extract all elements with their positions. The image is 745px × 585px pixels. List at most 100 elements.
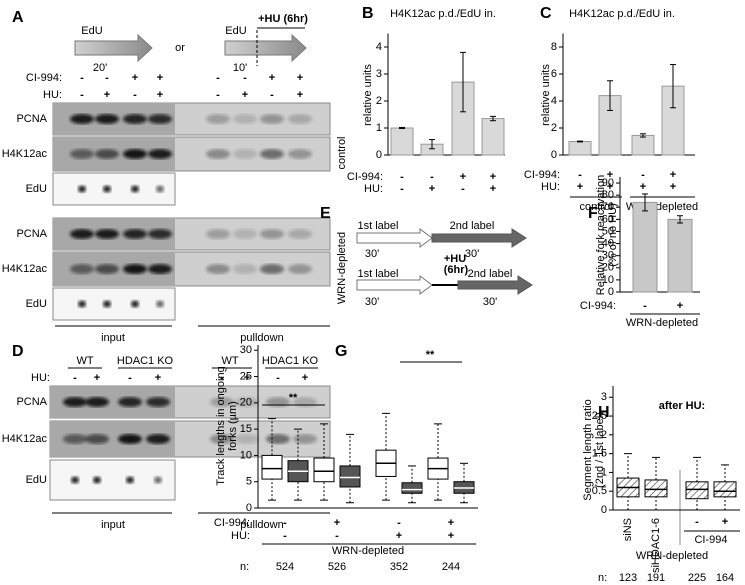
blot-band: [118, 434, 142, 444]
condition-sign: -: [397, 517, 401, 529]
y-tick-label: 20: [602, 262, 614, 274]
label-arrow-1: [356, 228, 433, 248]
group-label: CI-994: [694, 534, 727, 546]
scheme-time: 20': [93, 62, 107, 74]
y-tick-label: 2: [551, 122, 557, 134]
band-label: H4K12ac: [2, 433, 48, 445]
scheme-label: EdU: [225, 25, 246, 37]
n-value: 524: [276, 561, 294, 573]
group-label: input: [101, 332, 125, 344]
condition-sign: +: [577, 181, 583, 193]
y-tick-label: 0: [246, 502, 252, 514]
band-label: PCNA: [16, 396, 47, 408]
band-label: EdU: [26, 474, 47, 486]
band-label: EdU: [26, 298, 47, 310]
blot-band: [95, 114, 119, 124]
condition-sign: -: [283, 517, 287, 529]
condition-sign: -: [216, 72, 220, 84]
scheme-arrow: [74, 33, 153, 63]
condition-label: CI-994:: [214, 517, 250, 529]
edu-dot: [156, 300, 164, 308]
label-time: 30': [365, 296, 379, 308]
label-time: 30': [465, 248, 479, 260]
blot-band: [123, 229, 147, 239]
condition-sign: +: [104, 89, 110, 101]
blot-row: [52, 287, 176, 321]
condition-sign: -: [276, 372, 280, 384]
condition-label: CI-994:: [580, 300, 616, 312]
blot-band: [233, 229, 257, 239]
y-tick-label: 30: [240, 344, 252, 356]
n-label: n:: [240, 561, 249, 573]
n-value: 244: [442, 561, 460, 573]
condition-sign: +: [722, 516, 728, 528]
condition-sign: +: [155, 372, 161, 384]
scheme-or: or: [175, 42, 185, 54]
condition-sign: +: [607, 169, 613, 181]
scheme-arrow: [224, 33, 307, 63]
edu-dot: [126, 476, 134, 484]
box: [401, 482, 423, 494]
box-label: siHDAC1-6: [650, 518, 662, 573]
blot-band: [146, 434, 170, 444]
blot-band: [235, 397, 259, 407]
panel-letter: G: [335, 343, 347, 360]
blot-band: [206, 114, 230, 124]
block-label: WRN-depleted: [336, 232, 348, 304]
blot-band: [70, 114, 94, 124]
box: [713, 481, 737, 498]
y-tick-label: 0: [376, 149, 382, 161]
edu-dot: [131, 300, 139, 308]
y-axis-label: Track lengths in ongoing: [215, 366, 227, 485]
condition-sign: -: [461, 183, 465, 195]
blot-band: [210, 434, 234, 444]
blot-band: [123, 149, 147, 159]
significance: **: [426, 349, 435, 361]
y-axis-label: relative units: [540, 64, 552, 126]
condition-sign: +: [490, 183, 496, 195]
condition-label: CI-994:: [347, 171, 383, 183]
blot-band: [70, 264, 94, 274]
condition-sign: +: [334, 517, 340, 529]
n-label: n:: [598, 572, 607, 584]
condition-label: HU:: [231, 530, 250, 542]
y-tick-label: 20: [240, 397, 252, 409]
edu-dot: [93, 476, 101, 484]
blot-band: [146, 397, 170, 407]
label-time: 30': [365, 248, 379, 260]
genotype-label: WT: [76, 355, 93, 367]
blot-band: [288, 264, 312, 274]
condition-sign: +: [244, 372, 250, 384]
scheme-label: EdU: [81, 25, 102, 37]
condition-sign: +: [448, 530, 454, 542]
chart-note: after HU:: [659, 400, 705, 412]
blot-band: [260, 149, 284, 159]
chart-title: H4K12ac p.d./EdU in.: [390, 8, 496, 20]
blot-band: [70, 149, 94, 159]
box: [261, 454, 283, 480]
condition-sign: +: [302, 372, 308, 384]
bar: [631, 134, 655, 156]
genotype-label: WT: [221, 355, 238, 367]
block-label: control: [336, 136, 348, 169]
condition-sign: -: [641, 169, 645, 181]
y-tick-label: 5: [246, 476, 252, 488]
y-axis-label: relative units: [362, 64, 374, 126]
condition-sign: +: [94, 372, 100, 384]
condition-sign: -: [128, 372, 132, 384]
panel-letter: B: [362, 5, 374, 22]
genotype-label: HDAC1 KO: [262, 355, 319, 367]
label-arrow-2: [431, 228, 527, 248]
group-label: WRN-depleted: [332, 545, 404, 557]
blot-band: [260, 229, 284, 239]
blot-band: [260, 114, 284, 124]
condition-sign: -: [400, 171, 404, 183]
condition-label: CI-994:: [524, 169, 560, 181]
y-tick-label: 10: [240, 449, 252, 461]
y-axis-label: (2nd / 1st label): [594, 412, 606, 488]
blot-band: [123, 114, 147, 124]
n-value: 352: [390, 561, 408, 573]
box: [644, 479, 668, 498]
band-label: PCNA: [16, 113, 47, 125]
